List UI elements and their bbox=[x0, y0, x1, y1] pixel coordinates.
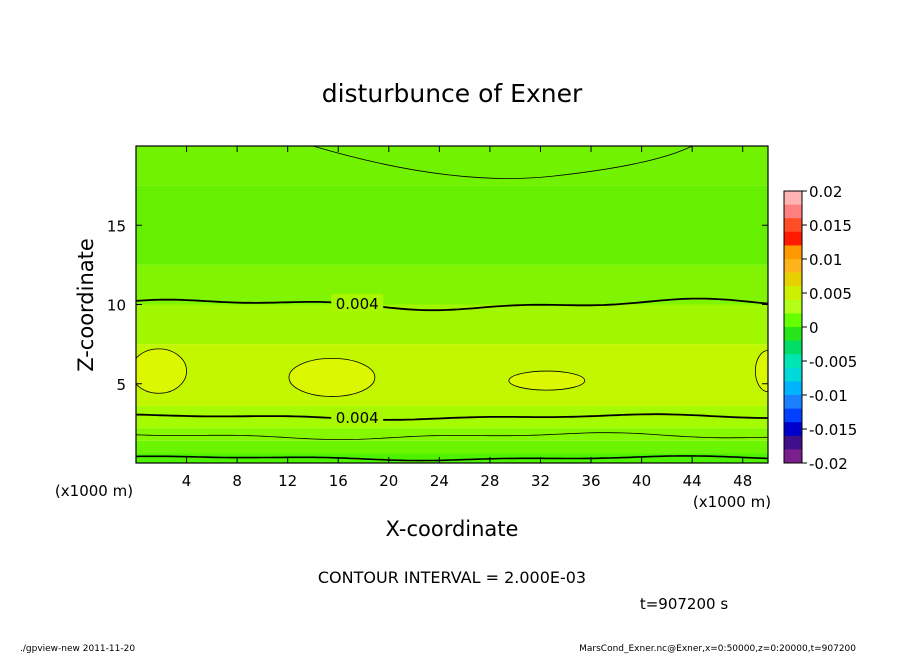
contour-label-0: 0.004 bbox=[336, 295, 379, 313]
contour-line-bottom bbox=[136, 455, 768, 462]
colorbar-cell-8 bbox=[784, 299, 802, 314]
colorbar-label-2: 0.01 bbox=[809, 251, 842, 269]
x-tick-label-3: 16 bbox=[329, 472, 348, 490]
colorbar-cell-0 bbox=[784, 191, 802, 205]
colorbar-label-8: -0.02 bbox=[809, 455, 848, 473]
x-tick-label-0: 4 bbox=[182, 472, 192, 490]
y-tick-label-2: 15 bbox=[107, 217, 126, 235]
colorbar-cell-9 bbox=[784, 313, 802, 328]
chart-title: disturbunce of Exner bbox=[322, 79, 583, 108]
field-band-2 bbox=[136, 428, 768, 441]
colorbar-cell-16 bbox=[784, 408, 802, 423]
y-axis: 5 10 15 bbox=[107, 217, 768, 394]
colorbar-cell-15 bbox=[784, 395, 802, 409]
contour-line-top bbox=[312, 146, 693, 179]
time-text: t=907200 s bbox=[640, 595, 728, 613]
colorbar-cell-11 bbox=[784, 340, 802, 355]
x-tick-label-1: 8 bbox=[232, 472, 242, 490]
contour-label-1: 0.004 bbox=[336, 409, 379, 427]
colorbar-label-6: -0.01 bbox=[809, 387, 848, 405]
x-tick-label-6: 28 bbox=[480, 472, 499, 490]
y-axis-label: Z-coordinate bbox=[74, 238, 98, 372]
y-tick-label-1: 10 bbox=[107, 297, 126, 315]
x-tick-label-10: 44 bbox=[683, 472, 702, 490]
x-axis: 4 8 12 16 20 24 28 32 36 40 44 48 bbox=[182, 146, 752, 490]
contour-line-upper bbox=[136, 297, 768, 312]
colorbar-cell-3 bbox=[784, 231, 802, 246]
high-blob-1 bbox=[288, 357, 376, 397]
field-band-6 bbox=[136, 264, 768, 305]
colorbar-cell-19 bbox=[784, 449, 802, 464]
x-tick-label-7: 32 bbox=[531, 472, 550, 490]
y-unit-label: (x1000 m) bbox=[55, 482, 133, 500]
colorbar-label-1: 0.015 bbox=[809, 217, 852, 235]
colorbar-cell-4 bbox=[784, 245, 802, 260]
x-tick-label-4: 20 bbox=[379, 472, 398, 490]
colorbar: 0.02 0.015 0.01 0.005 0 -0.005 -0.01 -0.015 -0.0… bbox=[783, 183, 857, 473]
x-tick-label-9: 40 bbox=[632, 472, 651, 490]
x-tick-label-5: 24 bbox=[430, 472, 449, 490]
high-blob-2 bbox=[508, 370, 586, 391]
colorbar-cell-17 bbox=[784, 422, 802, 437]
field-band-8 bbox=[136, 146, 768, 186]
colorbar-label-5: -0.005 bbox=[809, 353, 857, 371]
field-band-5 bbox=[136, 304, 768, 345]
contour-labels: 0.004 0.004 bbox=[331, 293, 384, 427]
field-band-0 bbox=[136, 453, 768, 463]
colorbar-label-4: 0 bbox=[809, 319, 819, 337]
colorbar-cell-10 bbox=[784, 327, 802, 341]
y-tick-label-0: 5 bbox=[116, 376, 126, 394]
colorbar-cell-5 bbox=[784, 259, 802, 273]
colorbar-cell-6 bbox=[784, 272, 802, 287]
contour-interval-text: CONTOUR INTERVAL = 2.000E-03 bbox=[318, 568, 586, 587]
colorbar-cell-7 bbox=[784, 286, 802, 301]
field-band-1 bbox=[136, 440, 768, 454]
x-tick-label-8: 36 bbox=[581, 472, 600, 490]
colorbar-label-3: 0.005 bbox=[809, 285, 852, 303]
x-axis-label: X-coordinate bbox=[386, 517, 519, 541]
contour-label-bg-0 bbox=[331, 293, 384, 312]
footer-right: MarsCond_Exner.nc@Exner,x=0:50000,z=0:20… bbox=[579, 644, 856, 654]
x-tick-label-11: 48 bbox=[733, 472, 752, 490]
colorbar-cell-18 bbox=[784, 435, 802, 450]
contour-field bbox=[136, 146, 768, 463]
colorbar-cell-12 bbox=[784, 354, 802, 369]
colorbar-cell-2 bbox=[784, 218, 802, 233]
colorbar-cell-13 bbox=[784, 367, 802, 382]
colorbar-label-0: 0.02 bbox=[809, 183, 842, 201]
contour-line-lower bbox=[136, 413, 768, 421]
footer-left: ./gpview-new 2011-11-20 bbox=[20, 644, 135, 654]
contour-label-bg-1 bbox=[331, 408, 384, 427]
contour-lines bbox=[136, 146, 768, 462]
high-blob-0 bbox=[136, 348, 187, 394]
field-band-7 bbox=[136, 185, 768, 265]
contour-line-thin-1 bbox=[136, 432, 768, 440]
x-tick-label-2: 12 bbox=[278, 472, 297, 490]
field-band-4 bbox=[136, 344, 768, 406]
colorbar-label-7: -0.015 bbox=[809, 421, 857, 439]
colorbar-cell-14 bbox=[784, 381, 802, 396]
x-unit-label: (x1000 m) bbox=[693, 493, 771, 511]
colorbar-cell-1 bbox=[784, 204, 802, 219]
